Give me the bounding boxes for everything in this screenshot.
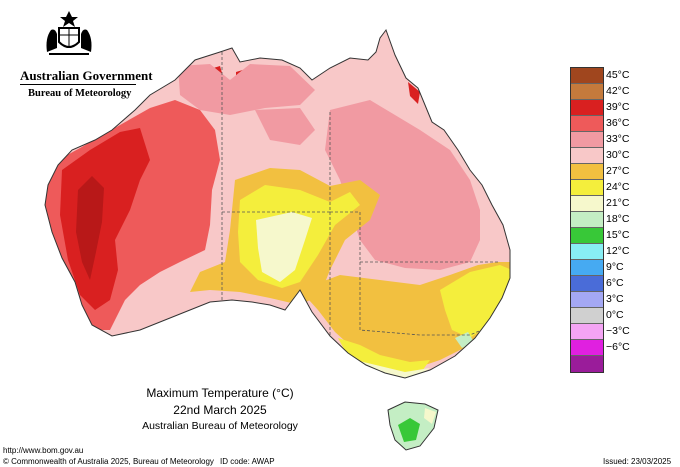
legend-swatch <box>571 244 603 260</box>
legend-label: 27°C <box>606 165 630 177</box>
legend-swatch <box>571 260 603 276</box>
legend-label: 15°C <box>606 229 630 241</box>
legend-label: 21°C <box>606 197 630 209</box>
legend-swatch <box>571 100 603 116</box>
temperature-legend <box>570 67 604 373</box>
footer-url[interactable]: http://www.bom.gov.au <box>3 446 84 455</box>
agency-name: Bureau of Meteorology <box>28 88 132 99</box>
legend-label: 9°C <box>606 261 624 273</box>
legend-swatch <box>571 340 603 356</box>
legend-swatch <box>571 132 603 148</box>
legend-label: 39°C <box>606 101 630 113</box>
legend-label: 36°C <box>606 117 630 129</box>
footer-issued: Issued: 23/03/2025 <box>603 457 672 466</box>
legend-swatch <box>571 164 603 180</box>
legend-swatch <box>571 84 603 100</box>
legend-label: 3°C <box>606 293 624 305</box>
footer-id-code: ID code: AWAP <box>220 457 275 466</box>
legend-swatch <box>571 292 603 308</box>
legend-swatch <box>571 196 603 212</box>
legend-swatch <box>571 180 603 196</box>
legend-swatch <box>571 212 603 228</box>
legend-swatch <box>571 148 603 164</box>
legend-label: 18°C <box>606 213 630 225</box>
footer-copyright: © Commonwealth of Australia 2025, Bureau… <box>3 457 214 466</box>
legend-label: 6°C <box>606 277 624 289</box>
legend-label: 42°C <box>606 85 630 97</box>
legend-label: 24°C <box>606 181 630 193</box>
coat-of-arms-icon <box>46 11 92 55</box>
legend-label: 45°C <box>606 69 630 81</box>
map-source: Australian Bureau of Meteorology <box>142 420 298 432</box>
map-date: 22nd March 2025 <box>173 403 267 417</box>
map-title-block: Maximum Temperature (°C) 22nd March 2025… <box>120 386 320 432</box>
legend-label: 0°C <box>606 309 624 321</box>
legend-swatch <box>571 68 603 84</box>
government-name: Australian Government <box>20 68 153 83</box>
legend-label: −3°C <box>606 325 630 337</box>
map-title: Maximum Temperature (°C) <box>146 386 294 400</box>
legend-label: −6°C <box>606 341 630 353</box>
header-divider <box>20 84 136 85</box>
legend-label: 12°C <box>606 245 630 257</box>
legend-swatch <box>571 356 603 372</box>
legend-swatch <box>571 308 603 324</box>
legend-label: 30°C <box>606 149 630 161</box>
government-crest: Australian Government Bureau of Meteorol… <box>8 8 153 99</box>
legend-label: 33°C <box>606 133 630 145</box>
legend-swatch <box>571 276 603 292</box>
legend-swatch <box>571 228 603 244</box>
legend-swatch <box>571 324 603 340</box>
legend-swatch <box>571 116 603 132</box>
